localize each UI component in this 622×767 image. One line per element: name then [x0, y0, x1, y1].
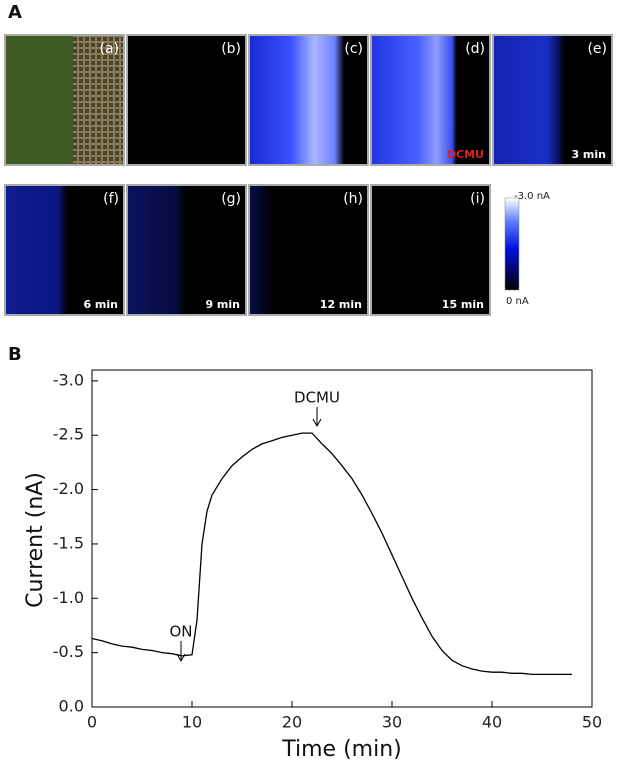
colorbar-top: -3.0 nA	[514, 191, 550, 202]
current-map	[249, 35, 368, 165]
time-label: 12 min	[320, 298, 362, 311]
time-label: 6 min	[83, 298, 118, 311]
current-trace	[91, 432, 572, 676]
panel-tag: (f)	[103, 191, 119, 207]
current-map	[127, 35, 246, 165]
panel-tag: (i)	[470, 191, 485, 207]
panel-border	[126, 34, 247, 166]
colorbar-bottom: 0 nA	[506, 296, 529, 307]
x-tick-label: 20	[282, 713, 302, 732]
panel-border	[248, 184, 369, 316]
y-tick-label: -0.5	[53, 642, 84, 661]
x-axis-title: Time (min)	[281, 737, 402, 762]
time-label: 15 min	[442, 298, 484, 311]
electrode-array	[73, 35, 124, 165]
panel-tag: (d)	[465, 41, 485, 57]
current-map	[371, 185, 490, 315]
panel-tag: (h)	[343, 191, 363, 207]
x-tick-label: 30	[382, 713, 402, 732]
colorbar	[504, 197, 520, 291]
annotation: DCMU	[294, 389, 340, 407]
time-label: 9 min	[205, 298, 240, 311]
line-chart: Time (min) Current (nA) ON DCMU 0 10 20 30 4…	[23, 369, 602, 762]
y-tick-label: -1.5	[53, 533, 84, 552]
y-axis-title: Current (nA)	[23, 472, 48, 608]
panel-border	[4, 34, 125, 166]
time-label: 3 min	[571, 148, 606, 161]
plot-frame	[91, 369, 593, 708]
current-map	[249, 185, 368, 315]
panel-border	[4, 184, 125, 316]
panel-tag: (c)	[344, 41, 363, 57]
treatment-label: DCMU	[447, 148, 484, 161]
x-tick-label: 40	[482, 713, 502, 732]
y-tick-label: -3.0	[53, 370, 84, 389]
panel-label: B	[8, 344, 22, 365]
annotation-arrow	[312, 418, 322, 428]
panel-tag: (a)	[99, 41, 119, 57]
panel-border	[370, 184, 491, 316]
panel-border	[126, 184, 247, 316]
image-panels: (a) (b) (c) (d) DCMU (e) 3 min (f) 6 min (g) 9 min…	[4, 34, 613, 316]
y-tick-label: -2.5	[53, 425, 84, 444]
panel-tag: (e)	[587, 41, 607, 57]
y-tick-label: -1.0	[53, 588, 84, 607]
x-tick-label: 10	[182, 713, 202, 732]
panel-tag: (g)	[221, 191, 241, 207]
panel-tag: (b)	[221, 41, 241, 57]
annotation: ON	[169, 623, 192, 641]
current-map	[127, 185, 246, 315]
panel-border	[492, 34, 613, 166]
current-map	[5, 185, 124, 315]
panel-border	[248, 34, 369, 166]
panel-label: A	[8, 2, 22, 23]
y-tick-label: -2.0	[53, 479, 84, 498]
panel-border	[370, 34, 491, 166]
current-map	[371, 35, 490, 165]
current-map	[493, 35, 612, 165]
x-tick-label: 50	[582, 713, 602, 732]
x-tick-label: 0	[87, 713, 97, 732]
y-tick-label: 0.0	[59, 697, 84, 716]
